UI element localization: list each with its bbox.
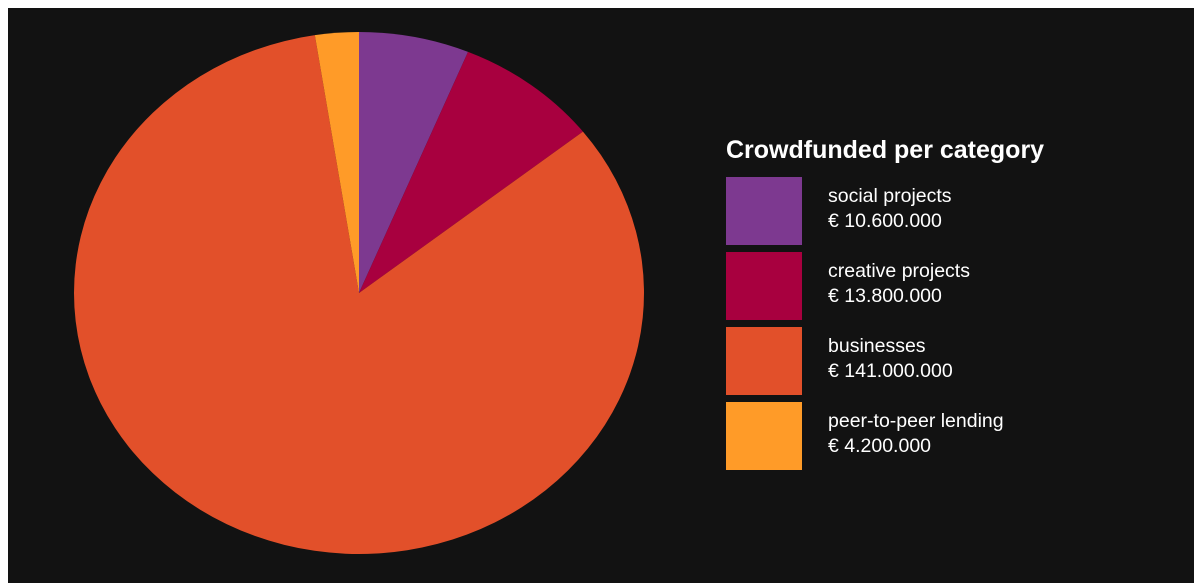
pie-slice-social-projects [359,32,469,293]
legend-item-social-projects: social projects € 10.600.000 [726,177,1186,245]
legend-title: Crowdfunded per category [726,136,1045,164]
legend-item-creative-projects: creative projects € 13.800.000 [726,252,1186,320]
pie-slice-peer-to-peer-lending [314,31,359,293]
legend-label: peer-to-peer lending [828,410,1004,432]
legend-item-businesses: businesses € 141.000.000 [726,327,1186,395]
legend-label: businesses [828,335,926,357]
legend-value: € 141.000.000 [828,360,953,382]
legend-swatch [726,327,802,395]
legend-swatch [726,402,802,470]
legend-label: creative projects [828,260,970,282]
pie-slice-businesses [73,35,644,554]
pie-slice-creative-projects [359,51,583,294]
legend-swatch [726,252,802,320]
legend-value: € 4.200.000 [828,435,932,457]
legend-label: social projects [828,185,952,207]
pie-chart [73,31,644,554]
chart-panel: Crowdfunded per category social projects… [8,8,1194,583]
legend-item-peer-to-peer-lending: peer-to-peer lending € 4.200.000 [726,402,1186,470]
legend: Crowdfunded per category social projects… [726,130,1186,477]
legend-swatch [726,177,802,245]
legend-value: € 13.800.000 [828,285,942,307]
legend-value: € 10.600.000 [828,210,942,232]
